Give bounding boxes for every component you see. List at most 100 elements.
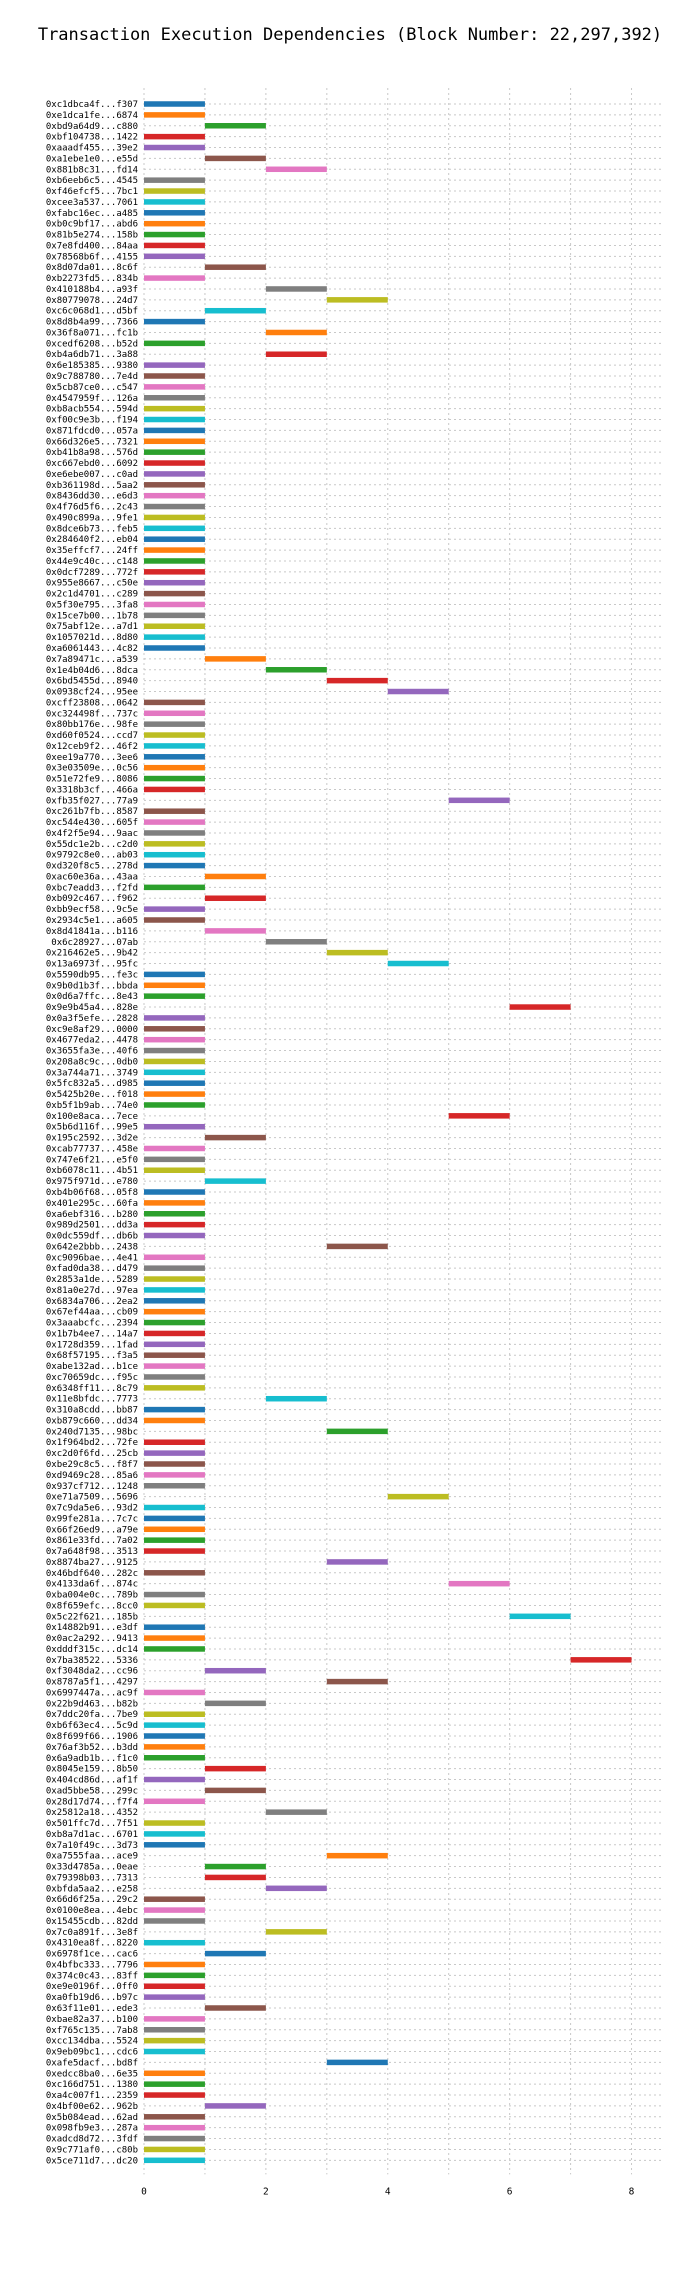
transaction-bar xyxy=(144,1994,205,2000)
transaction-label: 0x66d6f25a...29c2 xyxy=(46,1895,138,1905)
transaction-bar xyxy=(144,1722,205,1728)
transaction-bar xyxy=(144,612,205,619)
transaction-bar xyxy=(204,2005,266,2011)
transaction-label: 0xc9096bae...4e41 xyxy=(46,1253,138,1263)
transaction-bar xyxy=(144,841,205,847)
transaction-label: 0x9c771af0...c80b xyxy=(46,2145,138,2155)
transaction-label: 0xf3048da2...cc96 xyxy=(46,1667,138,1677)
transaction-bar xyxy=(144,1624,205,1630)
transaction-label: 0x9c788780...7e4d xyxy=(46,372,138,382)
transaction-bar xyxy=(144,2135,205,2142)
transaction-bar xyxy=(144,1570,205,1576)
transaction-label: 0x5fc832a5...d985 xyxy=(46,1079,138,1089)
transaction-label: 0x8045e159...8b50 xyxy=(46,1765,138,1775)
transaction-label: 0x8d07da01...8c6f xyxy=(46,263,138,273)
transaction-label: 0x8436dd30...e6d3 xyxy=(46,492,138,502)
transaction-bar xyxy=(144,1776,205,1783)
x-tick-label: 6 xyxy=(507,2186,513,2197)
transaction-label: 0x66f26ed9...a79e xyxy=(46,1525,138,1535)
transaction-label: 0x68f57195...f3a5 xyxy=(46,1351,138,1361)
transaction-label: 0x310a8cdd...bb87 xyxy=(46,1406,138,1416)
transaction-bar xyxy=(144,1417,205,1424)
transaction-label: 0xc667ebd0...6092 xyxy=(46,459,138,469)
transaction-bar xyxy=(144,373,205,379)
transaction-label: 0xb41b8a98...576d xyxy=(46,448,138,458)
transaction-bar xyxy=(204,123,266,129)
transaction-label: 0x4f2f5e94...9aac xyxy=(46,829,138,839)
transaction-label: 0xcc134dba...5524 xyxy=(46,2037,138,2047)
transaction-label: 0x11e8bfdc...7773 xyxy=(46,1395,138,1405)
transaction-label: 0x6e185385...9380 xyxy=(46,361,138,371)
transaction-label: 0xb5f1b9ab...74e0 xyxy=(46,1101,138,1111)
transaction-label: 0x3aaabcfc...2394 xyxy=(46,1319,138,1329)
transaction-bar xyxy=(144,2016,205,2022)
transaction-bar xyxy=(144,851,205,858)
transaction-bar xyxy=(144,416,205,423)
transaction-label: 0xaaadf455...39e2 xyxy=(46,144,138,154)
transaction-label: 0xb8a7d1ac...6701 xyxy=(46,1830,138,1840)
transaction-bar xyxy=(144,710,205,717)
transaction-label: 0xd9469c28...85a6 xyxy=(46,1471,138,1481)
transaction-label: 0x78568b6f...4155 xyxy=(46,252,138,262)
transaction-bar xyxy=(204,1667,266,1674)
transaction-label: 0xa1ebe1e0...e55d xyxy=(46,154,138,164)
transaction-bar xyxy=(144,144,205,151)
transaction-label: 0x1728d359...1fad xyxy=(46,1340,138,1350)
transaction-label: 0x36f8a071...fc1b xyxy=(46,328,138,338)
transaction-bar xyxy=(144,1515,205,1522)
transaction-label: 0x8787a5f1...4297 xyxy=(46,1678,138,1688)
transaction-label: 0x9eb09bc1...cdc6 xyxy=(46,2048,138,2058)
transaction-bar xyxy=(144,199,205,205)
transaction-bar xyxy=(326,1559,388,1565)
transaction-bar xyxy=(144,971,205,978)
transaction-bar xyxy=(144,1374,205,1380)
transaction-label: 0xee19a770...3ee6 xyxy=(46,753,138,763)
transaction-label: 0x098fb9e3...287a xyxy=(46,2124,138,2134)
transaction-bar xyxy=(144,1254,205,1261)
transaction-bar xyxy=(144,1939,205,1946)
transaction-label: 0x284640f2...eb04 xyxy=(46,535,138,545)
transaction-label: 0xbd9a64d9...c880 xyxy=(46,122,138,132)
transaction-bar xyxy=(326,1678,388,1685)
transaction-label: 0x501ffc7d...7f51 xyxy=(46,1819,138,1829)
transaction-label: 0x5f30e795...3fa8 xyxy=(46,600,138,610)
transaction-label: 0x861e33fd...7a02 xyxy=(46,1536,138,1546)
transaction-bar xyxy=(144,1363,205,1369)
transaction-bar xyxy=(326,677,388,684)
transaction-label: 0x13a6973f...95fc xyxy=(46,960,138,970)
transaction-bar xyxy=(144,1537,205,1543)
transaction-label: 0x12ceb9f2...46f2 xyxy=(46,742,138,752)
transaction-bar xyxy=(144,2048,205,2055)
transaction-bar xyxy=(144,1483,205,1489)
transaction-label: 0x7a89471c...a539 xyxy=(46,655,138,665)
transaction-label: 0x216462e5...9b42 xyxy=(46,949,138,959)
transaction-label: 0xb8acb554...594d xyxy=(46,405,138,415)
transaction-label: 0xdddf315c...dc14 xyxy=(46,1645,138,1655)
transaction-bar xyxy=(144,340,205,347)
transaction-label: 0xd320f8c5...278d xyxy=(46,862,138,872)
transaction-bar xyxy=(144,1145,205,1152)
transaction-bar xyxy=(144,395,205,401)
transaction-label: 0x0dc559df...db6b xyxy=(46,1232,138,1242)
transaction-label: 0x9b0d1b3f...bbda xyxy=(46,981,138,991)
transaction-label: 0xc261b7fb...8587 xyxy=(46,807,138,817)
transaction-label: 0x7ba38522...5336 xyxy=(46,1656,138,1666)
transaction-bar xyxy=(144,1276,205,1282)
transaction-label: 0xbfda5aa2...e258 xyxy=(46,1884,138,1894)
transaction-label: 0xc9e8af29...0000 xyxy=(46,1025,138,1035)
transaction-label: 0x8874ba27...9125 xyxy=(46,1558,138,1568)
transaction-bar xyxy=(144,1341,205,1348)
transaction-label: 0x6978f1ce...cac6 xyxy=(46,1950,138,1960)
transaction-label: 0x25812a18...4352 xyxy=(46,1808,138,1818)
transaction-bar xyxy=(144,764,205,771)
transaction-bar xyxy=(204,1178,266,1184)
transaction-label: 0x937cf712...1248 xyxy=(46,1482,138,1492)
transaction-label: 0xc1dbca4f...f307 xyxy=(46,100,138,110)
transaction-label: 0x4310ea8f...8220 xyxy=(46,1939,138,1949)
transaction-label: 0x8dce6b73...feb5 xyxy=(46,524,138,534)
transaction-bar xyxy=(144,2027,205,2033)
transaction-bar xyxy=(144,775,205,782)
transaction-label: 0x3e03509e...0c56 xyxy=(46,764,138,774)
transaction-bar xyxy=(570,1657,632,1663)
